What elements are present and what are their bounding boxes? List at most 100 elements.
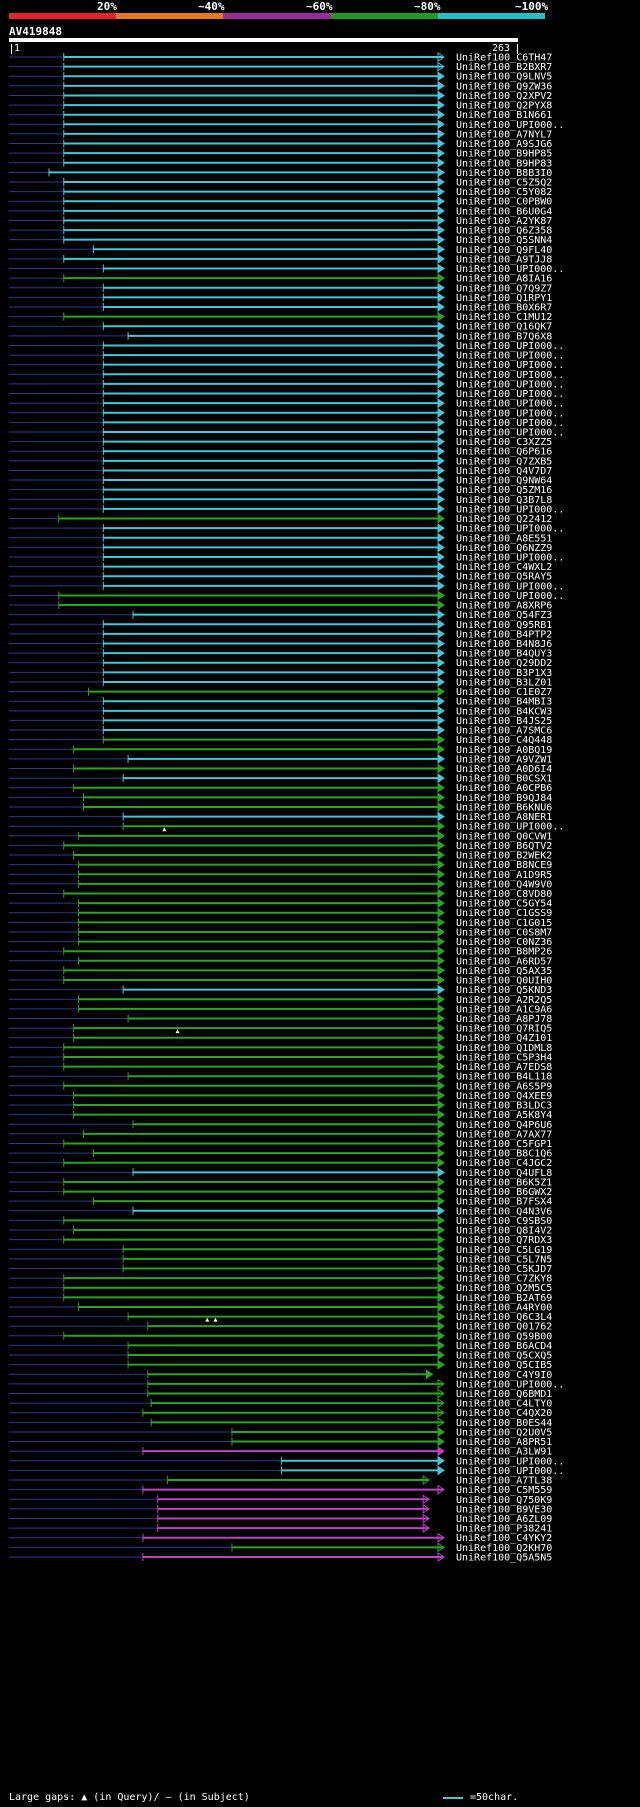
hit-row[interactable]: UniRef100_B4KCW3 <box>9 705 552 717</box>
hit-row[interactable]: UniRef100_C1MU12 <box>9 311 552 323</box>
hit-row[interactable]: UniRef100_Q6C3L4 <box>9 1311 552 1323</box>
hit-label[interactable]: UniRef100_Q16QK7 <box>456 322 552 333</box>
hit-label[interactable]: UniRef100_B9HP85 <box>456 149 552 160</box>
hit-label[interactable]: UniRef100_A6RD57 <box>456 956 552 967</box>
hit-label[interactable]: UniRef100_C1G015 <box>456 918 552 929</box>
hit-row[interactable]: UniRef100_A8E551 <box>9 532 552 544</box>
hit-label[interactable]: UniRef100_UPI000.. <box>456 379 564 390</box>
hit-row[interactable]: UniRef100_B3LZ01 <box>9 677 552 688</box>
hit-label[interactable]: UniRef100_B8MP26 <box>456 947 552 958</box>
hit-row[interactable]: UniRef100_A7NYL7 <box>9 128 552 140</box>
hit-row[interactable]: UniRef100_C4QX20 <box>9 1407 552 1419</box>
hit-label[interactable]: UniRef100_C5Y082 <box>456 187 552 198</box>
hit-label[interactable]: UniRef100_Q54FZ3 <box>456 610 552 621</box>
hit-label[interactable]: UniRef100_UPI000.. <box>456 552 564 563</box>
hit-label[interactable]: UniRef100_Q2U0V5 <box>456 1427 552 1438</box>
hit-row[interactable]: UniRef100_Q01762 <box>9 1321 552 1333</box>
hit-label[interactable]: UniRef100_Q4P6U6 <box>456 1120 552 1131</box>
hit-label[interactable]: UniRef100_A0BQ19 <box>456 745 552 756</box>
hit-label[interactable]: UniRef100_Q4V7D7 <box>456 466 552 477</box>
hit-row[interactable]: UniRef100_B4N8J6 <box>9 638 552 650</box>
hit-label[interactable]: UniRef100_C3XZZ5 <box>456 437 552 448</box>
hit-label[interactable]: UniRef100_B0X6R7 <box>456 302 552 313</box>
hit-label[interactable]: UniRef100_C9SBS0 <box>456 1216 552 1227</box>
hit-row[interactable]: UniRef100_B6U0G4 <box>9 205 552 217</box>
hit-row[interactable]: UniRef100_Q4UFL8 <box>9 1167 552 1179</box>
hit-row[interactable]: UniRef100_A2R2Q5 <box>9 994 552 1006</box>
hit-row[interactable]: UniRef100_A6ZL09 <box>9 1513 552 1525</box>
hit-label[interactable]: UniRef100_Q5SNN4 <box>456 235 552 246</box>
hit-label[interactable]: UniRef100_Q5AX35 <box>456 966 552 977</box>
hit-label[interactable]: UniRef100_A9SJG6 <box>456 139 552 150</box>
hit-row[interactable]: UniRef100_B4PTP2 <box>9 628 552 640</box>
hit-label[interactable]: UniRef100_Q22412 <box>456 514 552 525</box>
hit-label[interactable]: UniRef100_B4QUY3 <box>456 649 552 660</box>
hit-label[interactable]: UniRef100_B9QJ84 <box>456 793 552 804</box>
hit-row[interactable]: UniRef100_Q7RIQ5 <box>9 1023 552 1035</box>
hit-label[interactable]: UniRef100_B6ACD4 <box>456 1341 552 1352</box>
hit-row[interactable]: UniRef100_Q2M5C5 <box>9 1282 552 1294</box>
hit-label[interactable]: UniRef100_A8PJ78 <box>456 1014 552 1025</box>
hit-label[interactable]: UniRef100_C4JGC2 <box>456 1158 552 1169</box>
hit-label[interactable]: UniRef100_UPI000.. <box>456 822 564 833</box>
hit-label[interactable]: UniRef100_B6QTV2 <box>456 841 552 852</box>
hit-row[interactable]: UniRef100_C4JGC2 <box>9 1157 552 1169</box>
hit-label[interactable]: UniRef100_UPI000.. <box>456 1466 564 1477</box>
hit-row[interactable]: UniRef100_C5Y082 <box>9 186 552 198</box>
hit-label[interactable]: UniRef100_Q9NW64 <box>456 476 552 487</box>
hit-label[interactable]: UniRef100_B6U0G4 <box>456 206 552 217</box>
hit-label[interactable]: UniRef100_Q6Z358 <box>456 226 552 237</box>
hit-row[interactable]: UniRef100_A8PJ78 <box>9 1013 552 1025</box>
hit-row[interactable]: UniRef100_B7FSX4 <box>9 1196 552 1208</box>
hit-row[interactable]: UniRef100_B6ACD4 <box>9 1340 552 1352</box>
hit-label[interactable]: UniRef100_A2YK87 <box>456 216 552 227</box>
hit-row[interactable]: UniRef100_C1G015 <box>9 917 552 929</box>
hit-row[interactable]: UniRef100_C0S8M7 <box>9 927 552 938</box>
hit-label[interactable]: UniRef100_B7FSX4 <box>456 1197 552 1208</box>
hit-row[interactable]: UniRef100_B4MBI3 <box>9 696 552 708</box>
hit-row[interactable]: UniRef100_B8MP26 <box>9 946 552 958</box>
hit-label[interactable]: UniRef100_Q9FL40 <box>456 245 552 256</box>
hit-label[interactable]: UniRef100_Q5KND3 <box>456 985 552 996</box>
hit-label[interactable]: UniRef100_UPI000.. <box>456 1379 564 1390</box>
hit-row[interactable]: UniRef100_A9SJG6 <box>9 138 552 150</box>
hit-row[interactable]: UniRef100_C1E0Z7 <box>9 686 552 698</box>
hit-row[interactable]: UniRef100_Q4N3V6 <box>9 1205 552 1217</box>
hit-row[interactable]: UniRef100_B4L118 <box>9 1071 552 1083</box>
hit-row[interactable]: UniRef100_C4WXL2 <box>9 561 552 573</box>
hit-row[interactable]: UniRef100_C5KJD7 <box>9 1263 552 1275</box>
hit-row[interactable]: UniRef100_C5FGP1 <box>9 1138 552 1150</box>
hit-label[interactable]: UniRef100_C5GY54 <box>456 899 552 910</box>
hit-row[interactable]: UniRef100_C4Y9I0 <box>9 1369 552 1381</box>
hit-row[interactable]: UniRef100_Q5SNN4 <box>9 234 552 246</box>
hit-row[interactable]: UniRef100_UPI000.. <box>9 821 564 833</box>
hit-label[interactable]: UniRef100_C5Z5Q2 <box>456 177 552 188</box>
hit-label[interactable]: UniRef100_C5M559 <box>456 1485 552 1496</box>
hit-row[interactable]: UniRef100_UPI000.. <box>9 340 564 352</box>
hit-label[interactable]: UniRef100_A7AX77 <box>456 1129 552 1140</box>
hit-row[interactable]: UniRef100_C5P3H4 <box>9 1052 552 1063</box>
hit-label[interactable]: UniRef100_B7Q6X8 <box>456 331 552 342</box>
hit-row[interactable]: UniRef100_B0ES44 <box>9 1417 552 1429</box>
hit-row[interactable]: UniRef100_UPI000.. <box>9 523 564 535</box>
hit-row[interactable]: UniRef100_B8NCE9 <box>9 859 552 871</box>
hit-row[interactable]: UniRef100_B9HP85 <box>9 148 552 160</box>
hit-row[interactable]: UniRef100_B7Q6X8 <box>9 330 552 342</box>
hit-label[interactable]: UniRef100_A8NER1 <box>456 812 552 823</box>
hit-label[interactable]: UniRef100_C1E0Z7 <box>456 687 552 698</box>
hit-label[interactable]: UniRef100_B6KNU6 <box>456 802 552 813</box>
hit-row[interactable]: UniRef100_A5K8Y4 <box>9 1109 552 1121</box>
hit-label[interactable]: UniRef100_B8C1Q6 <box>456 1149 552 1160</box>
hit-row[interactable]: UniRef100_A8NER1 <box>9 811 552 823</box>
hit-label[interactable]: UniRef100_B9VE30 <box>456 1504 552 1515</box>
hit-label[interactable]: UniRef100_UPI000.. <box>456 264 564 275</box>
hit-row[interactable]: UniRef100_Q5KND3 <box>9 984 552 996</box>
hit-label[interactable]: UniRef100_Q7RDX3 <box>456 1235 552 1246</box>
hit-label[interactable]: UniRef100_Q5ZM16 <box>456 485 552 496</box>
hit-row[interactable]: UniRef100_UPI000.. <box>9 1455 564 1467</box>
hit-row[interactable]: UniRef100_UPI000.. <box>9 503 564 515</box>
hit-row[interactable]: UniRef100_Q4W9V0 <box>9 878 552 890</box>
hit-row[interactable]: UniRef100_A2YK87 <box>9 215 552 227</box>
hit-row[interactable]: UniRef100_B2BXR7 <box>9 61 552 73</box>
hit-row[interactable]: UniRef100_Q59B00 <box>9 1330 552 1342</box>
